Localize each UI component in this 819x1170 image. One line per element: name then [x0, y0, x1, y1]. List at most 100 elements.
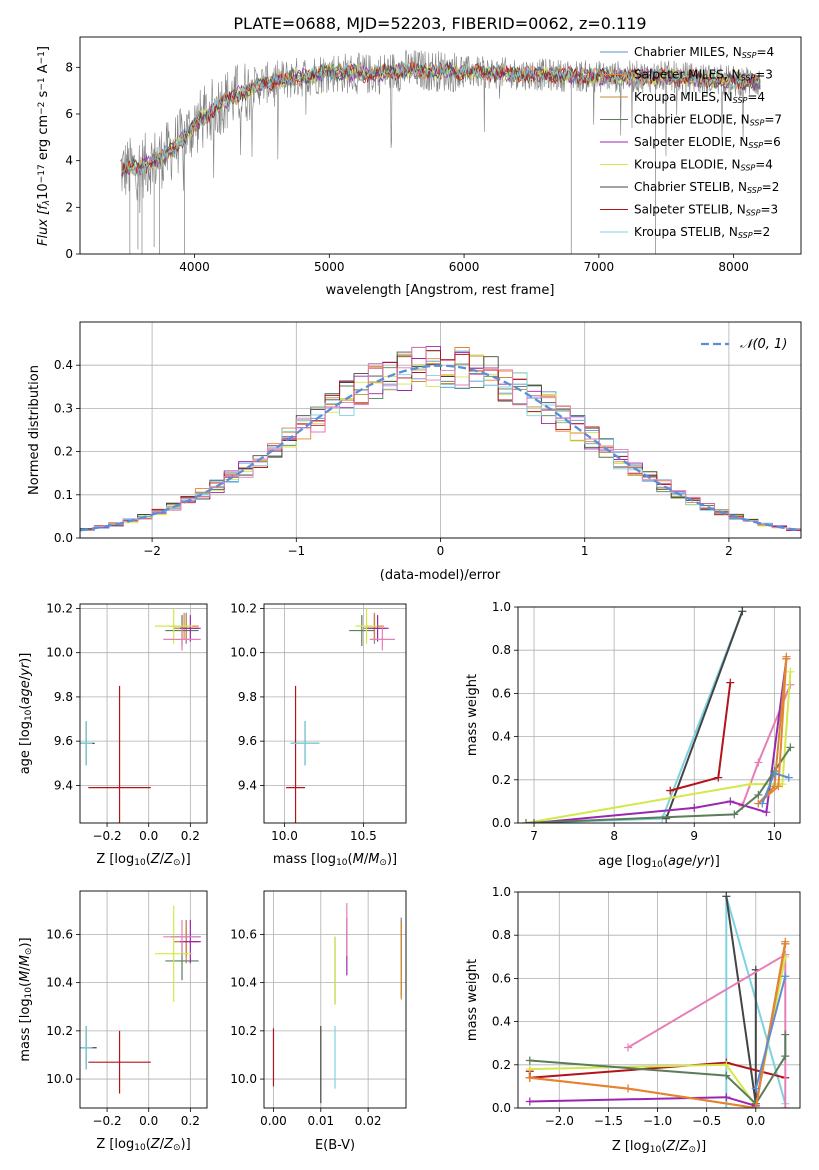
- y-tick-label: 0.2: [492, 773, 511, 787]
- error-bar-point: [154, 608, 193, 644]
- weight-marker: [781, 972, 790, 981]
- weight-marker: [781, 1030, 790, 1039]
- error-bar-point: [179, 919, 201, 964]
- legend: Chabrier MILES, NSSP=4 Salpeter MILES, NS…: [600, 45, 782, 240]
- plot-layer: 4000 5000 6000 7000 8000 0 2 4 6 8 wavelength [Ang…: [18, 36, 802, 1155]
- error-bar-point: [154, 905, 193, 1002]
- weight-marker: [778, 780, 787, 789]
- weight-marker: [662, 814, 671, 823]
- y-tick-label: 9.4: [54, 778, 73, 792]
- x-tick-label: 0.2: [181, 829, 200, 843]
- error-bar-point: [163, 628, 201, 651]
- y-tick-label: 6: [65, 107, 73, 121]
- y-tick-label: 0.0: [54, 531, 73, 545]
- legend-label: Salpeter ELODIE, NSSP=6: [634, 135, 781, 150]
- weight-marker: [525, 1073, 534, 1082]
- x-tick-label: −1.0: [643, 1114, 672, 1128]
- y-axis-label: Normed distribution: [27, 365, 42, 495]
- weight-marker: [781, 1052, 790, 1061]
- weight-marker: [624, 1084, 633, 1093]
- y-tick-label: 0.2: [492, 1058, 511, 1072]
- y-tick-label: 9.6: [54, 734, 73, 748]
- weight-series: [522, 607, 747, 823]
- x-tick-label: −0.5: [692, 1114, 721, 1128]
- y-tick-label: 10.0: [46, 646, 73, 660]
- error-bar-point: [369, 628, 395, 651]
- y-tick-label: 0.4: [492, 730, 511, 744]
- y-tick-label: 10.0: [230, 646, 257, 660]
- weight-series: [751, 972, 790, 1093]
- x-tick-label: 10.5: [350, 829, 377, 843]
- y-tick-label: 10.2: [46, 601, 73, 615]
- normal-curve: [80, 364, 801, 532]
- weight-marker: [690, 803, 699, 812]
- y-axis-label: mass weight: [465, 959, 480, 1041]
- weight-series: [758, 769, 793, 808]
- panel-weight_vs_age: 7 8 9 10 0.0 0.2 0.4 0.6 0.8 1.0 age [log10(age/yr…: [465, 600, 801, 870]
- weight-marker: [784, 773, 793, 782]
- error-bar-point: [366, 615, 389, 642]
- x-tick-label: 7000: [584, 260, 615, 274]
- error-bar-point: [290, 721, 320, 766]
- y-tick-label: 9.8: [238, 690, 257, 704]
- legend-label: Kroupa ELODIE, NSSP=4: [634, 158, 773, 173]
- weight-marker: [730, 810, 739, 819]
- weight-series-line: [533, 658, 788, 823]
- y-tick-label: 0.8: [492, 928, 511, 942]
- weight-series: [522, 743, 795, 823]
- axes-frame: [517, 606, 801, 824]
- weight-marker: [530, 819, 539, 823]
- legend-label: Kroupa STELIB, NSSP=2: [634, 225, 770, 240]
- x-tick-label: 0.0: [139, 829, 158, 843]
- weight-series: [666, 678, 735, 795]
- x-axis-label: wavelength [Angstrom, rest frame]: [326, 283, 555, 298]
- x-tick-label: −0.2: [92, 829, 121, 843]
- x-tick-label: 7: [530, 829, 538, 843]
- x-tick-label: 2: [725, 544, 733, 558]
- weight-marker: [751, 1104, 760, 1108]
- weight-marker: [525, 1097, 534, 1106]
- weight-marker: [525, 1056, 534, 1065]
- weight-marker: [666, 786, 675, 795]
- weight-marker: [781, 939, 790, 948]
- weight-marker: [754, 790, 763, 799]
- y-tick-label: 0.1: [54, 488, 73, 502]
- y-tick-label: 4: [65, 154, 73, 168]
- error-bar-point: [88, 685, 151, 823]
- x-tick-label: 0.0: [139, 1114, 158, 1128]
- weight-marker: [774, 782, 783, 791]
- panel-age_vs_mass: 10.0 10.5 9.4 9.6 9.8 10.0 10.2 mass [log10(M/M…: [230, 601, 407, 868]
- model-spectrum-line: [121, 60, 761, 177]
- error-bar-point: [349, 615, 375, 647]
- legend-label: Salpeter STELIB, NSSP=3: [634, 203, 778, 218]
- y-tick-label: 0.0: [492, 1101, 511, 1115]
- x-tick-label: 0: [437, 544, 445, 558]
- x-tick-label: 0.0: [746, 1114, 765, 1128]
- x-tick-label: 1: [581, 544, 589, 558]
- error-bar-point: [179, 615, 201, 642]
- weight-marker: [758, 799, 767, 808]
- error-bar-point: [286, 685, 306, 823]
- weight-marker: [726, 797, 735, 806]
- legend-label: Chabrier STELIB, NSSP=2: [634, 180, 779, 195]
- y-axis-label: mass weight: [465, 674, 480, 756]
- x-tick-label: 6000: [449, 260, 480, 274]
- weight-marker: [746, 780, 755, 789]
- y-tick-label: 0.6: [492, 686, 511, 700]
- error-bar-point: [88, 1030, 151, 1094]
- weight-marker: [770, 769, 779, 778]
- axes-frame: [517, 891, 801, 1109]
- y-tick-label: 0.8: [492, 643, 511, 657]
- x-tick-label: 10.0: [271, 829, 298, 843]
- x-tick-label: −2.0: [545, 1114, 574, 1128]
- y-tick-label: 10.4: [230, 976, 257, 990]
- x-axis-label: age [log10(age/yr)]: [598, 854, 720, 870]
- plot-area: [525, 892, 790, 1108]
- x-axis-label: Z [log10(Z/Z⊙)]: [96, 852, 190, 868]
- y-tick-label: 10.6: [46, 927, 73, 941]
- x-tick-label: −1: [287, 544, 305, 558]
- weight-marker: [782, 654, 791, 663]
- panel-mass_vs_EBV: 0.00 0.01 0.02 10.0 10.2 10.4 10.6 E(B-V): [230, 890, 407, 1153]
- legend-label: Chabrier MILES, NSSP=4: [634, 45, 774, 60]
